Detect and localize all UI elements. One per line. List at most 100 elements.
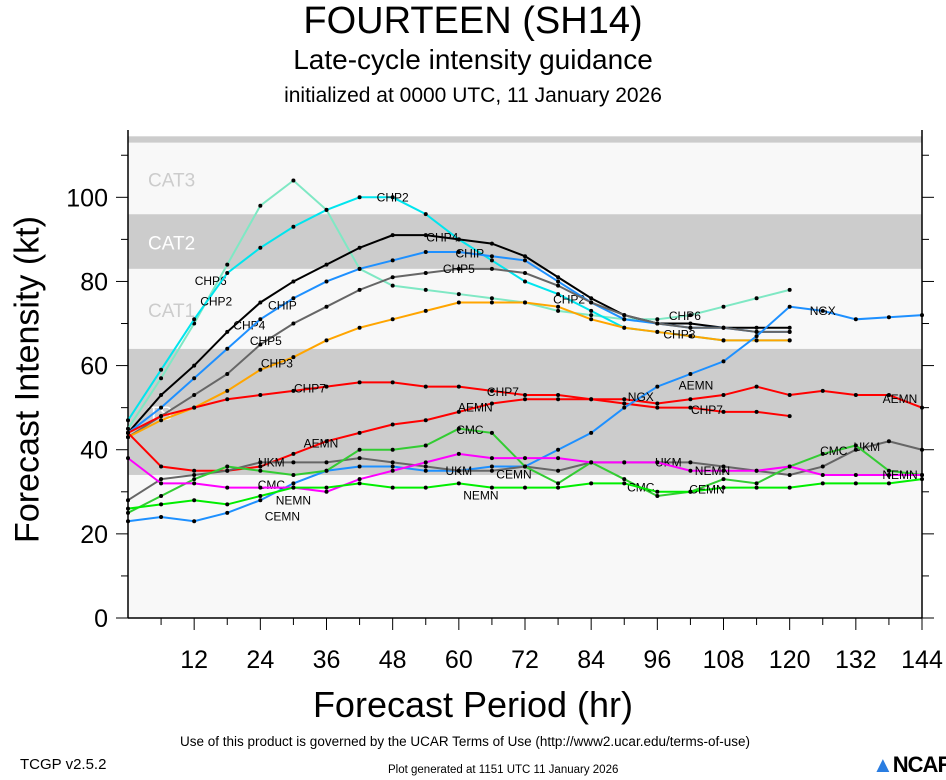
x-tick-label: 36 xyxy=(313,646,341,674)
data-point xyxy=(589,300,594,305)
series-label: CHP7 xyxy=(487,385,519,399)
data-point xyxy=(556,283,561,288)
data-point xyxy=(291,296,296,301)
data-point xyxy=(126,498,130,503)
data-point xyxy=(291,472,296,477)
data-point xyxy=(523,397,527,402)
data-point xyxy=(787,393,792,398)
data-point xyxy=(655,384,660,389)
data-point xyxy=(423,443,428,448)
series-label: CHP6 xyxy=(669,309,701,323)
data-point xyxy=(622,313,627,318)
data-point xyxy=(523,485,527,490)
data-point xyxy=(787,325,792,330)
data-point xyxy=(423,464,428,469)
data-point xyxy=(258,494,263,498)
data-point xyxy=(721,409,726,414)
data-point xyxy=(291,460,296,465)
data-point xyxy=(688,460,693,465)
data-point xyxy=(126,430,130,435)
data-point xyxy=(886,481,891,486)
data-point xyxy=(357,266,362,271)
data-point xyxy=(126,456,130,461)
data-point xyxy=(754,384,759,389)
data-point xyxy=(225,388,230,393)
data-point xyxy=(126,519,130,524)
data-point xyxy=(324,439,329,444)
data-point xyxy=(258,393,263,398)
x-tick-label: 24 xyxy=(246,646,274,674)
data-point xyxy=(324,384,329,389)
data-point xyxy=(489,296,494,301)
data-point xyxy=(754,329,759,334)
data-point xyxy=(721,464,726,469)
logo-text: NCAR xyxy=(892,752,946,777)
data-point xyxy=(787,329,792,334)
data-point xyxy=(754,334,759,339)
data-point xyxy=(920,472,924,477)
data-point xyxy=(126,435,130,440)
data-point xyxy=(920,477,924,482)
series-label: NGX xyxy=(810,304,836,318)
data-point xyxy=(324,262,329,267)
data-point xyxy=(225,271,230,276)
data-point xyxy=(556,308,561,313)
y-tick-label: 100 xyxy=(66,184,108,212)
data-point xyxy=(721,359,726,364)
data-point xyxy=(291,451,296,456)
series-label: CMC xyxy=(820,444,848,458)
data-point xyxy=(192,468,197,473)
series-label: UKM xyxy=(854,440,881,454)
y-tick-label: 40 xyxy=(80,437,108,465)
data-point xyxy=(920,313,924,318)
data-point xyxy=(390,485,395,490)
data-point xyxy=(688,321,693,326)
data-point xyxy=(721,485,726,490)
data-point xyxy=(390,460,395,465)
data-point xyxy=(324,485,329,490)
series-chp3: CHP3 CHP3 xyxy=(126,300,792,440)
series-label: CEMN xyxy=(265,509,300,523)
data-point xyxy=(556,447,561,452)
data-point xyxy=(357,464,362,469)
series-aemn: AEMN AEMN AEMN AEMN xyxy=(126,379,924,473)
data-point xyxy=(787,304,792,309)
data-point xyxy=(589,308,594,313)
data-point xyxy=(258,498,263,503)
band-label: CAT1 xyxy=(148,301,195,322)
data-point xyxy=(655,494,660,498)
data-point xyxy=(126,418,130,423)
ncar-logo: ▲NCAR xyxy=(872,752,946,778)
data-point xyxy=(820,308,825,313)
data-point xyxy=(489,300,494,305)
data-point xyxy=(754,338,759,343)
data-point xyxy=(357,447,362,452)
data-point xyxy=(820,464,825,469)
data-point xyxy=(357,430,362,435)
data-point xyxy=(258,203,263,208)
data-point xyxy=(754,481,759,486)
data-point xyxy=(456,266,461,271)
data-point xyxy=(390,380,395,385)
data-point xyxy=(225,502,230,507)
data-point xyxy=(523,254,527,259)
generated-time: Plot generated at 1151 UTC 11 January 20… xyxy=(388,764,619,776)
series-label: UKM xyxy=(258,455,285,469)
data-point xyxy=(853,443,858,448)
data-point xyxy=(456,451,461,456)
data-point xyxy=(159,464,164,469)
data-point xyxy=(192,477,197,482)
band-label: CAT3 xyxy=(148,170,195,191)
data-point xyxy=(556,481,561,486)
data-point xyxy=(622,460,627,465)
data-point xyxy=(489,254,494,259)
series-label: AEMN xyxy=(304,436,339,450)
data-point xyxy=(556,279,561,284)
data-point xyxy=(853,393,858,398)
data-point xyxy=(291,279,296,284)
series-label: CHP5 xyxy=(443,262,475,276)
data-point xyxy=(456,409,461,414)
series-label: CHP4 xyxy=(426,230,458,244)
series-label: CHP7 xyxy=(691,403,723,417)
data-point xyxy=(622,397,627,402)
